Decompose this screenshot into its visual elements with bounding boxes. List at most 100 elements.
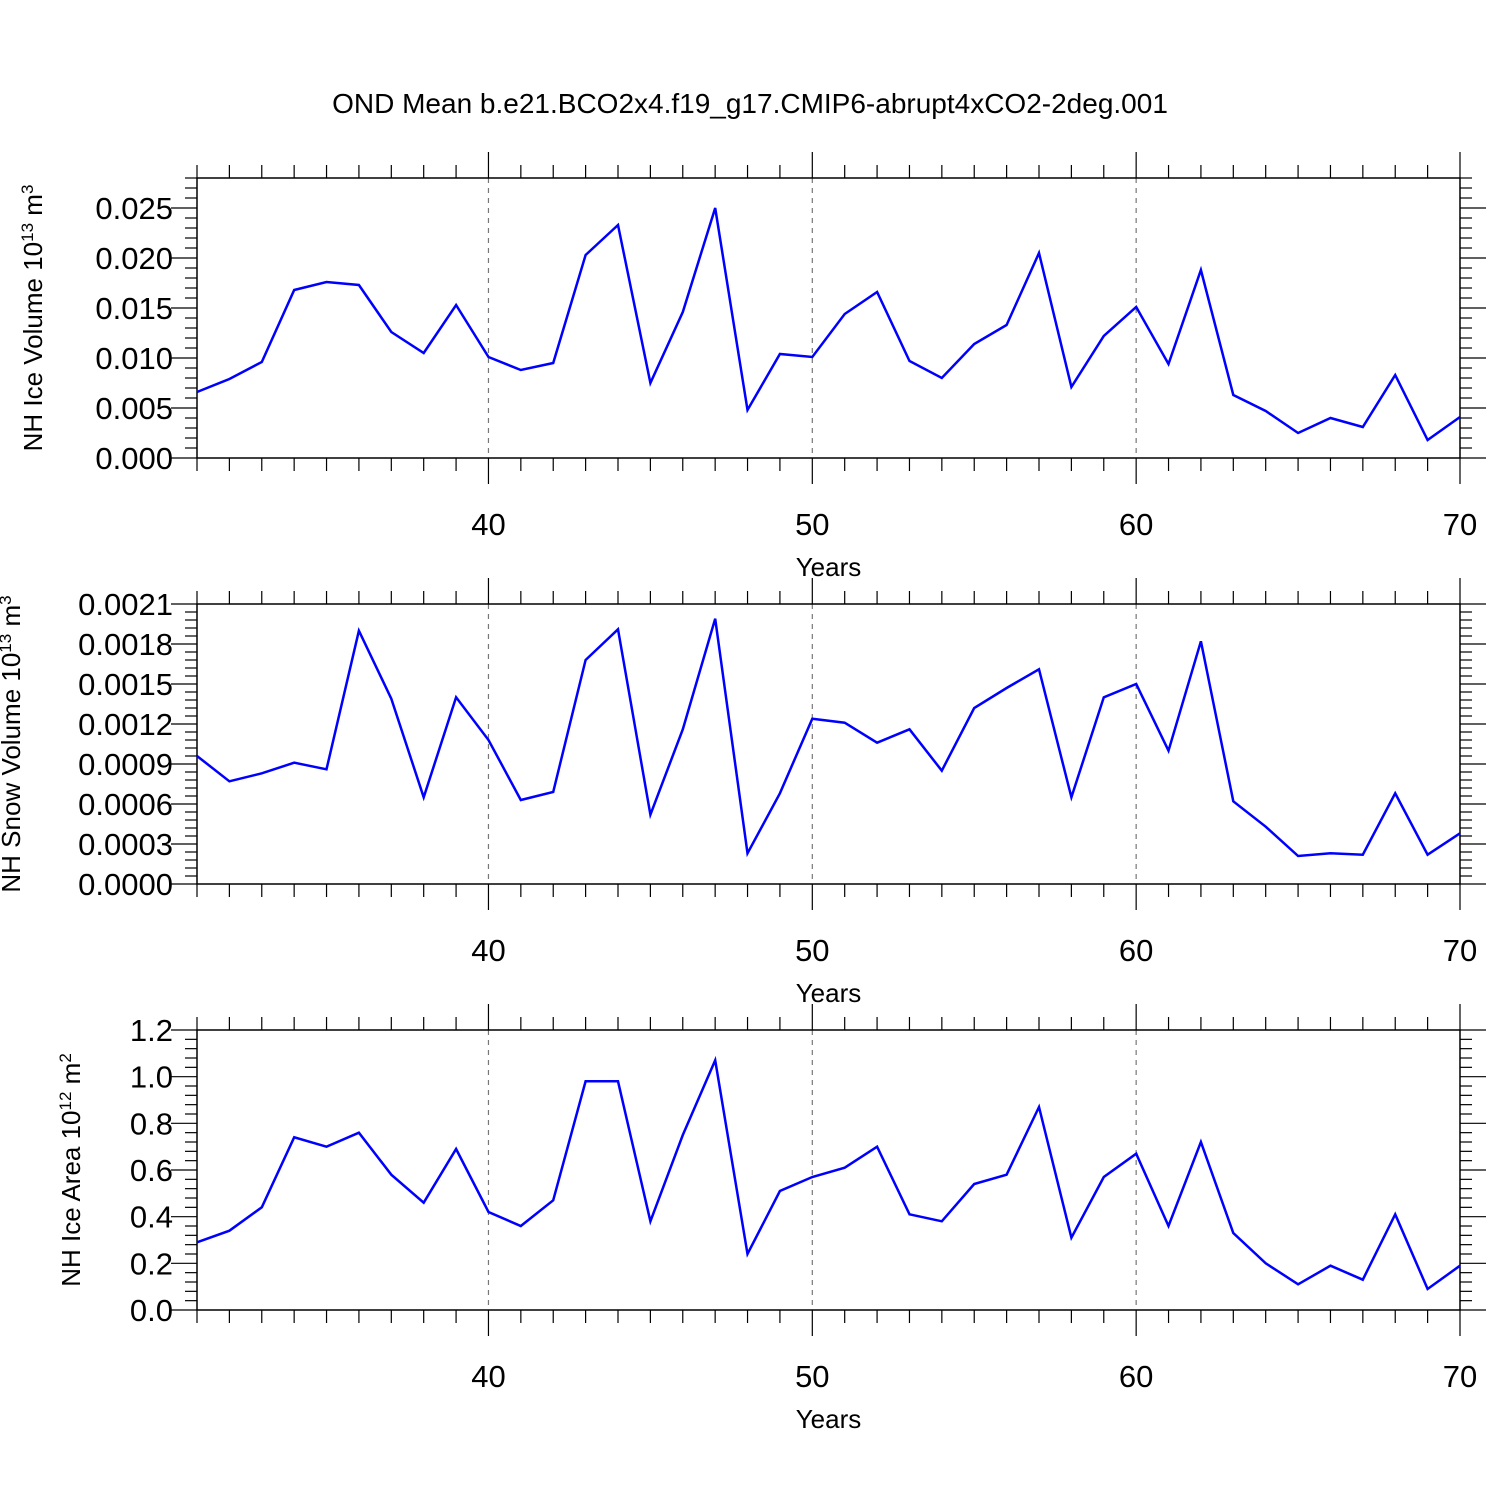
data-point xyxy=(907,727,911,731)
data-point xyxy=(1069,795,1073,799)
data-point xyxy=(843,721,847,725)
data-point xyxy=(1134,305,1138,309)
data-point xyxy=(292,1135,296,1139)
data-point xyxy=(551,790,555,794)
data-point xyxy=(875,1145,879,1149)
data-point xyxy=(195,754,199,758)
y-tick-label: 0.0021 xyxy=(78,587,173,622)
data-point xyxy=(778,352,782,356)
data-point xyxy=(1296,854,1300,858)
data-point xyxy=(1134,1152,1138,1156)
data-point xyxy=(519,798,523,802)
x-tick-label: 40 xyxy=(471,1359,505,1394)
data-point xyxy=(1231,393,1235,397)
data-point xyxy=(357,283,361,287)
x-tick-label: 40 xyxy=(471,933,505,968)
data-point xyxy=(357,1131,361,1135)
y-tick-label: 0.4 xyxy=(130,1200,173,1235)
data-point xyxy=(1037,251,1041,255)
panel-2: 0.0000 0.0003 0.0006 0.0009 0.0012 0.0015 0.00… xyxy=(0,578,1486,1008)
data-point xyxy=(810,1175,814,1179)
y-tick-label: 0.2 xyxy=(130,1246,173,1281)
data-point xyxy=(486,355,490,359)
data-point xyxy=(227,779,231,783)
data-point xyxy=(713,1058,717,1062)
y-tick-label: 1.2 xyxy=(130,1013,173,1048)
panel-3: 0.0 0.2 0.4 0.6 0.8 1.0 1.2 40 50 60 70 Years NH Ice… xyxy=(56,1004,1486,1434)
y-axis-label: NH Ice Volume 1013 m3 xyxy=(18,185,48,452)
data-point xyxy=(1328,416,1332,420)
data-point xyxy=(389,697,393,701)
data-point xyxy=(907,1212,911,1216)
data-point xyxy=(584,1079,588,1083)
data-point xyxy=(810,717,814,721)
data-point xyxy=(325,767,329,771)
data-point xyxy=(1199,639,1203,643)
series-line xyxy=(196,207,1461,442)
x-tick-label: 50 xyxy=(795,933,829,968)
y-tick-label: 0.0000 xyxy=(78,867,173,902)
y-tick-label: 0.020 xyxy=(95,241,173,276)
data-point xyxy=(357,629,361,633)
y-tick-label: 0.0 xyxy=(130,1293,173,1328)
data-point xyxy=(843,312,847,316)
data-point xyxy=(1426,853,1430,857)
data-point xyxy=(1264,1261,1268,1265)
x-axis-label: Years xyxy=(796,1404,862,1434)
data-point xyxy=(486,1210,490,1214)
data-point xyxy=(1102,1175,1106,1179)
data-point xyxy=(713,206,717,210)
x-tick-label: 70 xyxy=(1443,507,1477,542)
x-tick-label: 70 xyxy=(1443,1359,1477,1394)
data-point xyxy=(1426,438,1430,442)
data-point xyxy=(940,376,944,380)
y-tick-label: 1.0 xyxy=(130,1060,173,1095)
data-point xyxy=(486,738,490,742)
data-point xyxy=(519,368,523,372)
data-point xyxy=(389,330,393,334)
data-point xyxy=(551,1198,555,1202)
data-point xyxy=(422,795,426,799)
data-point xyxy=(1102,695,1106,699)
data-point xyxy=(1069,385,1073,389)
x-tick-label: 50 xyxy=(795,1359,829,1394)
data-point xyxy=(1069,1236,1073,1240)
x-tick-label: 50 xyxy=(795,507,829,542)
data-point xyxy=(454,1147,458,1151)
data-point xyxy=(1458,831,1462,835)
data-point xyxy=(940,769,944,773)
chart-title: OND Mean b.e21.BCO2x4.f19_g17.CMIP6-abru… xyxy=(332,88,1168,119)
x-axis-label: Years xyxy=(796,552,862,582)
series-line xyxy=(196,618,1461,858)
data-point xyxy=(746,1252,750,1256)
data-point xyxy=(713,617,717,621)
data-point xyxy=(746,851,750,855)
y-tick-label: 0.0006 xyxy=(78,787,173,822)
y-tick-label: 0.015 xyxy=(95,291,173,326)
data-point xyxy=(551,361,555,365)
x-tick-label: 60 xyxy=(1119,507,1153,542)
data-point xyxy=(1361,1278,1365,1282)
plot-frame xyxy=(196,603,1461,885)
data-point xyxy=(746,408,750,412)
y-tick-label: 0.005 xyxy=(95,391,173,426)
data-point xyxy=(1264,409,1268,413)
data-point xyxy=(584,253,588,257)
data-point xyxy=(1102,334,1106,338)
data-point xyxy=(875,741,879,745)
x-axis-label: Years xyxy=(796,978,862,1008)
data-point xyxy=(1199,268,1203,272)
data-point xyxy=(1005,323,1009,327)
data-point xyxy=(616,1079,620,1083)
data-point xyxy=(195,1240,199,1244)
data-point xyxy=(1005,686,1009,690)
data-point xyxy=(422,351,426,355)
data-point xyxy=(292,761,296,765)
data-point xyxy=(1296,1282,1300,1286)
data-point xyxy=(1199,1140,1203,1144)
data-point xyxy=(972,342,976,346)
y-tick-label: 0.8 xyxy=(130,1106,173,1141)
data-point xyxy=(616,223,620,227)
panels: 0.000 0.005 0.010 0.015 0.020 0.025 40 50 60 70 Ye… xyxy=(0,152,1486,1434)
